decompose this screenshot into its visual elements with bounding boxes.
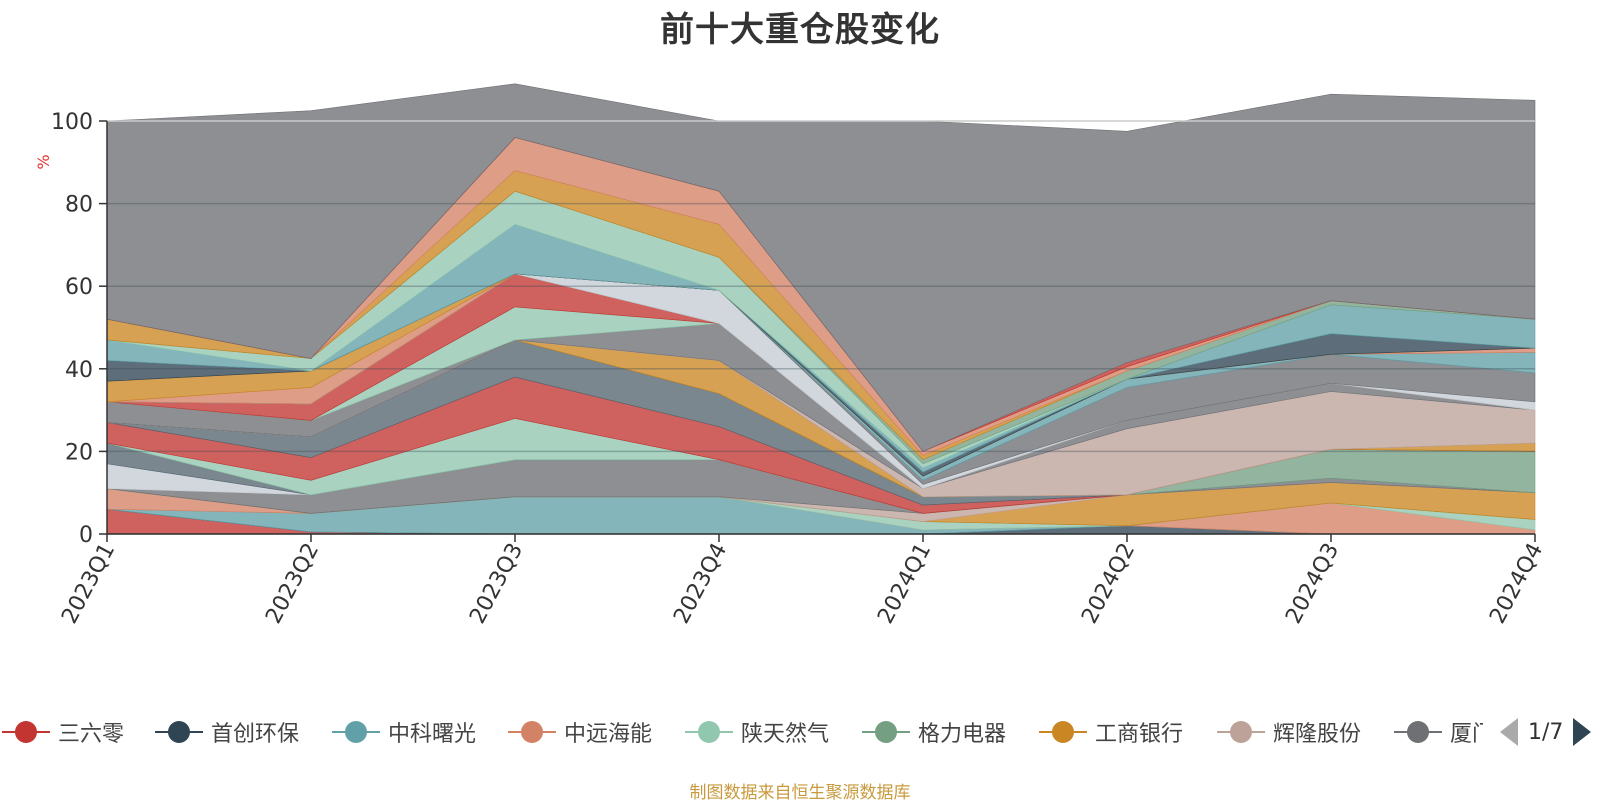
x-tick-label: 2023Q3 [465, 539, 528, 628]
chart-canvas: 0 20 40 60 80 100 2023Q1 2023Q2 2023Q3 2023Q4 2024… [34, 83, 1548, 628]
legend-prev-page-button[interactable] [1500, 718, 1518, 746]
legend-item[interactable]: 中远海能 [508, 712, 652, 752]
legend-item[interactable]: 中科曙光 [332, 712, 476, 752]
legend-item[interactable]: 格力电器 [862, 712, 1006, 752]
legend-item[interactable]: 三六零 [2, 712, 124, 752]
legend-marker-icon [332, 720, 380, 744]
x-tick-label: 2024Q1 [873, 539, 936, 628]
legend-marker-icon [508, 720, 556, 744]
legend-marker-icon [1394, 720, 1442, 744]
legend-marker-icon [1039, 720, 1087, 744]
y-tick-label: 20 [65, 440, 93, 465]
legend-marker-icon [1217, 720, 1265, 744]
y-tick-label: 0 [79, 523, 93, 548]
legend-page-indicator: 1/7 [1528, 719, 1564, 745]
x-tick-label: 2023Q2 [261, 539, 324, 628]
legend-item-label: 厦门国贸 [1450, 722, 1483, 747]
x-tick-label: 2024Q3 [1281, 539, 1344, 628]
x-tick-label: 2024Q4 [1485, 539, 1548, 628]
legend-pager: 1/7 [1500, 712, 1592, 752]
legend-items-viewport: 三六零 首创环保 中科曙光 中远海能 陕天然气 格力电器 工商银行 辉隆股份 厦门国贸 [0, 712, 1483, 752]
legend-item-label: 格力电器 [918, 722, 1007, 747]
legend-item-label: 三六零 [58, 722, 125, 747]
legend-marker-icon [685, 720, 733, 744]
legend-item-label: 辉隆股份 [1273, 722, 1362, 747]
legend: 三六零 首创环保 中科曙光 中远海能 陕天然气 格力电器 工商银行 辉隆股份 厦门国贸 1/7 [0, 712, 1600, 752]
legend-marker-icon [862, 720, 910, 744]
y-tick-label: 100 [51, 110, 93, 135]
legend-marker-icon [155, 720, 203, 744]
legend-item-label: 陕天然气 [741, 722, 830, 747]
legend-item-label: 工商银行 [1095, 722, 1184, 747]
legend-item[interactable]: 陕天然气 [685, 712, 829, 752]
x-tick-label: 2023Q4 [669, 539, 732, 628]
y-axis-label: % [34, 154, 53, 169]
area-series-35 [106, 83, 1536, 452]
legend-item-label: 中科曙光 [388, 722, 477, 747]
y-tick-label: 80 [65, 193, 93, 218]
legend-item[interactable]: 首创环保 [155, 712, 299, 752]
legend-item[interactable]: 工商银行 [1039, 712, 1183, 752]
x-tick-label: 2024Q2 [1077, 539, 1140, 628]
area-series [106, 83, 1536, 535]
legend-item-label: 中远海能 [564, 722, 653, 747]
y-tick-label: 40 [65, 358, 93, 383]
legend-marker-icon [2, 720, 50, 744]
legend-next-page-button[interactable] [1573, 718, 1592, 746]
chart-title: 前十大重仓股变化 [660, 10, 940, 50]
legend-item[interactable]: 厦门国贸 [1394, 712, 1483, 752]
source-note: 制图数据来自恒生聚源数据库 [689, 783, 911, 803]
legend-item-label: 首创环保 [211, 722, 300, 747]
x-tick-label: 2023Q1 [57, 539, 120, 628]
y-tick-label: 60 [65, 275, 93, 300]
legend-item[interactable]: 辉隆股份 [1217, 712, 1361, 752]
